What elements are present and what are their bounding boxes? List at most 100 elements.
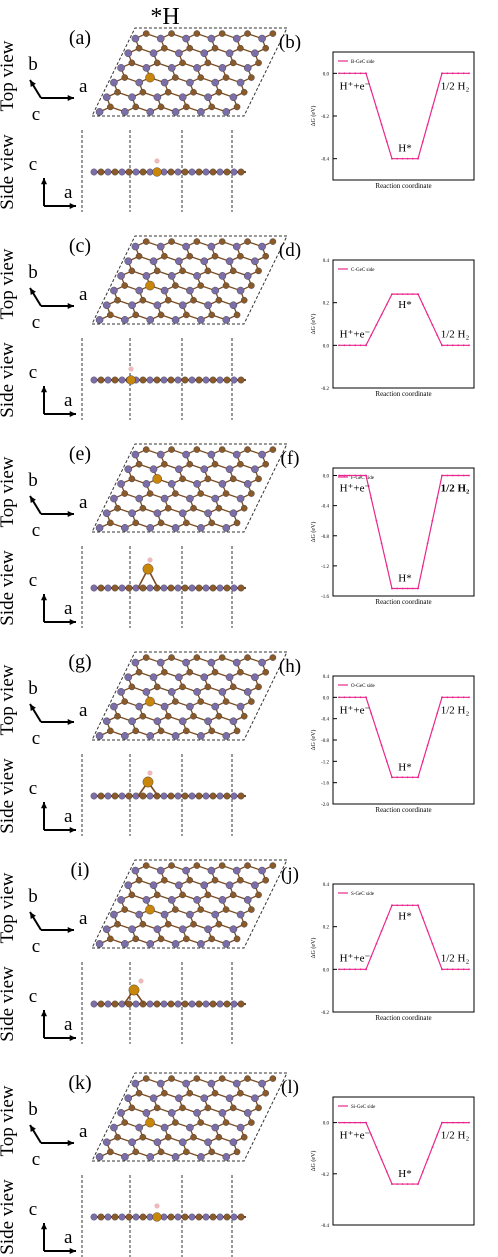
struct-label: (k) bbox=[68, 1072, 91, 1094]
hydrogen-atom bbox=[154, 1203, 160, 1209]
germanium-atom bbox=[197, 490, 205, 497]
germanium-atom bbox=[139, 712, 147, 720]
axis-a-label: a bbox=[79, 908, 88, 929]
chart-panel-label: (l) bbox=[281, 1077, 299, 1098]
carbon-atom bbox=[232, 866, 241, 875]
carbon-atom bbox=[135, 78, 144, 87]
data-marker bbox=[365, 696, 367, 699]
carbon-atom bbox=[204, 93, 212, 102]
carbon-atom bbox=[218, 480, 227, 488]
legend-label: F-GeC side bbox=[351, 476, 375, 481]
carbon-atom bbox=[160, 1123, 169, 1132]
data-marker bbox=[396, 776, 399, 779]
data-marker bbox=[421, 140, 424, 143]
germanium-atom bbox=[237, 668, 244, 676]
carbon-atom bbox=[149, 881, 158, 890]
carbon-atom bbox=[193, 1109, 201, 1117]
carbon-atom bbox=[182, 242, 190, 251]
carbon-atom bbox=[146, 524, 155, 532]
struct-label: (c) bbox=[69, 235, 91, 257]
side-view-label: Side view bbox=[0, 550, 18, 626]
y-tick-label: 0.4 bbox=[323, 883, 330, 888]
germanium-atom bbox=[97, 584, 105, 592]
data-marker bbox=[431, 1146, 434, 1149]
carbon-atom bbox=[118, 1213, 126, 1221]
carbon-atom bbox=[156, 866, 165, 875]
axis-a-arrow-side-head bbox=[69, 1034, 76, 1042]
data-marker bbox=[343, 344, 346, 347]
carbon-atom bbox=[218, 1109, 227, 1117]
data-marker bbox=[396, 904, 399, 907]
axis-a-label: a bbox=[79, 700, 88, 721]
axis-a-label: a bbox=[79, 76, 88, 97]
carbon-atom bbox=[171, 732, 180, 740]
germanium-atom bbox=[157, 103, 165, 111]
carbon-atom bbox=[188, 792, 196, 800]
germanium-atom bbox=[195, 584, 203, 592]
struct-label: (a) bbox=[69, 27, 91, 49]
germanium-atom bbox=[222, 698, 230, 705]
germanium-atom bbox=[97, 1000, 105, 1008]
y-tick-label: 0.4 bbox=[323, 259, 330, 264]
carbon-atom bbox=[149, 673, 158, 682]
data-marker bbox=[421, 760, 424, 763]
data-marker bbox=[343, 474, 346, 477]
top-view-label: Top view bbox=[0, 664, 18, 735]
y-tick-label: -0.4 bbox=[321, 505, 329, 510]
data-marker bbox=[431, 519, 434, 522]
y-tick-label: -0.8 bbox=[321, 739, 329, 744]
carbon-atom bbox=[211, 494, 220, 503]
data-marker bbox=[385, 303, 388, 306]
y-tick-label: 0.0 bbox=[323, 696, 330, 701]
carbon-atom bbox=[118, 1000, 126, 1008]
germanium-atom bbox=[142, 654, 150, 661]
germanium-atom bbox=[190, 920, 197, 928]
data-marker bbox=[411, 776, 414, 779]
germanium-atom bbox=[211, 460, 219, 468]
y-tick-label: 0.2 bbox=[323, 302, 330, 307]
data-marker bbox=[421, 564, 424, 567]
data-marker bbox=[365, 968, 367, 971]
germanium-atom bbox=[262, 44, 270, 52]
carbon-atom bbox=[207, 866, 216, 875]
supercell-outline bbox=[91, 859, 288, 949]
germanium-atom bbox=[167, 1000, 175, 1008]
side-view-label: Side view bbox=[0, 966, 18, 1042]
carbon-atom bbox=[102, 925, 111, 934]
carbon-atom bbox=[236, 910, 245, 919]
data-marker bbox=[375, 942, 378, 945]
carbon-atom bbox=[204, 925, 212, 934]
germanium-atom bbox=[168, 30, 175, 37]
germanium-atom bbox=[97, 168, 105, 176]
germanium-atom bbox=[153, 683, 161, 691]
data-marker bbox=[426, 744, 429, 747]
germanium-atom bbox=[121, 906, 129, 913]
germanium-atom bbox=[132, 1148, 140, 1156]
carbon-atom bbox=[236, 702, 245, 711]
axis-b-label: b bbox=[28, 678, 38, 699]
carbon-atom bbox=[229, 925, 238, 934]
data-marker bbox=[348, 1121, 351, 1124]
data-marker bbox=[385, 760, 388, 763]
germanium-atom bbox=[215, 920, 223, 928]
y-tick-label: -0.2 bbox=[321, 115, 329, 120]
data-marker bbox=[375, 1146, 378, 1149]
axis-c-label: c bbox=[32, 104, 40, 125]
data-marker bbox=[338, 344, 340, 347]
germanium-atom bbox=[240, 504, 248, 512]
y-tick-label: 0.2 bbox=[323, 926, 330, 931]
carbon-atom bbox=[197, 108, 205, 116]
carbon-atom bbox=[160, 702, 169, 711]
carbon-atom bbox=[174, 792, 182, 800]
carbon-atom bbox=[243, 64, 252, 72]
data-marker bbox=[417, 904, 419, 907]
germanium-atom bbox=[111, 376, 119, 384]
germanium-atom bbox=[223, 584, 231, 592]
carbon-atom bbox=[222, 1153, 231, 1161]
axis-a-label-side: a bbox=[64, 1227, 73, 1248]
germanium-atom bbox=[128, 267, 136, 275]
carbon-atom bbox=[135, 286, 144, 295]
carbon-atom bbox=[95, 1153, 104, 1161]
carbon-atom bbox=[95, 524, 104, 532]
carbon-atom bbox=[188, 376, 196, 384]
